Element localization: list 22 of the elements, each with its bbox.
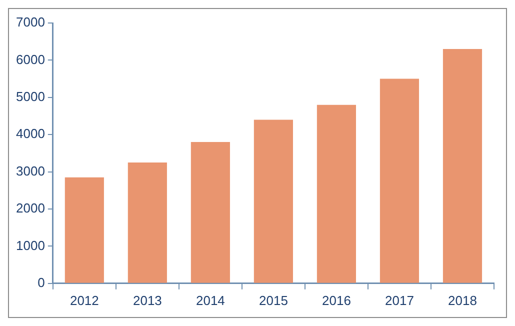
bar <box>64 177 104 283</box>
y-tick-label: 2000 <box>16 200 45 216</box>
x-tick-label: 2016 <box>322 292 351 308</box>
y-tick-label: 0 <box>38 274 45 290</box>
bar <box>190 142 230 283</box>
x-tick-label: 2013 <box>132 292 162 308</box>
y-tick-label: 5000 <box>16 88 45 104</box>
bar <box>316 104 356 283</box>
bar <box>254 120 293 283</box>
x-tick-label: 2014 <box>196 292 225 308</box>
y-tick-label: 3000 <box>16 163 45 178</box>
bar <box>128 162 167 283</box>
x-tick-label: 2015 <box>259 292 288 308</box>
bar <box>442 49 482 283</box>
x-tick-label: 2017 <box>385 292 414 308</box>
x-tick-label: 2018 <box>448 292 477 308</box>
x-tick-label: 2012 <box>70 292 99 308</box>
y-tick-label: 6000 <box>16 52 45 67</box>
y-tick-label: 7000 <box>16 14 45 30</box>
y-tick-label: 1000 <box>16 238 45 253</box>
y-tick-label: 4000 <box>16 126 45 142</box>
bar <box>380 78 420 283</box>
